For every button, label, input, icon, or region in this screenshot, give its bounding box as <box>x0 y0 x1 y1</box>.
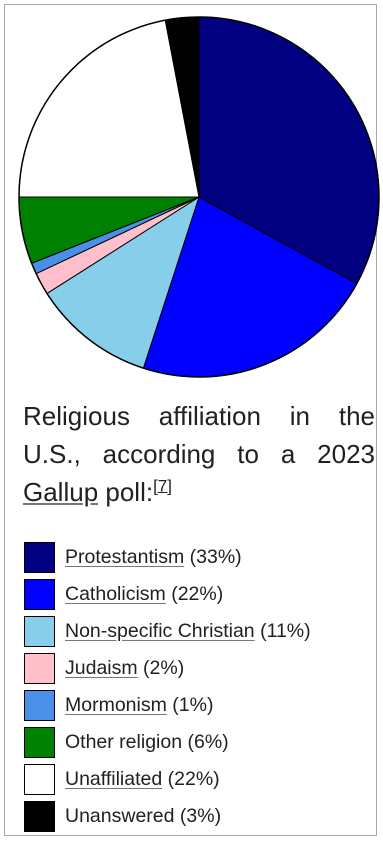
legend-text: Mormonism (1%) <box>65 694 213 717</box>
legend-item: Unaffiliated (22%) <box>24 761 380 798</box>
legend-percent: (1%) <box>166 694 214 716</box>
legend-label[interactable]: Unaffiliated <box>65 768 163 790</box>
legend-item: Mormonism (1%) <box>24 687 380 724</box>
legend-swatch <box>24 579 55 610</box>
gallup-link[interactable]: Gallup <box>23 477 99 507</box>
reference-link[interactable]: [7] <box>153 476 172 496</box>
legend-percent: (6%) <box>182 731 229 753</box>
legend-label: Other religion <box>65 731 183 753</box>
legend-item: Catholicism (22%) <box>24 576 380 613</box>
legend-text: Judaism (2%) <box>65 657 184 680</box>
legend-swatch <box>24 690 55 721</box>
legend-label[interactable]: Non-specific Christian <box>65 620 255 642</box>
chart-frame: Religious affiliation in the U.S., accor… <box>4 4 380 836</box>
legend-swatch <box>24 801 55 832</box>
legend-item: Other religion (6%) <box>24 724 380 761</box>
legend-swatch <box>24 653 55 684</box>
pie-outline <box>18 16 380 378</box>
legend-percent: (11%) <box>254 620 311 642</box>
legend-label[interactable]: Judaism <box>65 657 138 679</box>
pie-chart <box>18 16 380 378</box>
legend-percent: (2%) <box>137 657 185 679</box>
legend-label[interactable]: Mormonism <box>65 694 167 716</box>
legend-item: Non-specific Christian (11%) <box>24 613 380 650</box>
legend-item: Unanswered (3%) <box>24 798 380 835</box>
legend-text: Protestantism (33%) <box>65 546 242 569</box>
legend: Protestantism (33%) Catholicism (22%) Non-… <box>24 539 380 835</box>
legend-percent: (22%) <box>165 583 224 605</box>
caption-text-prefix: Religious affiliation in the U.S., accor… <box>23 401 375 469</box>
legend-text: Non-specific Christian (11%) <box>65 620 311 643</box>
legend-label: Unanswered <box>65 805 175 827</box>
legend-swatch <box>24 542 55 573</box>
caption-text-suffix: poll: <box>98 477 154 507</box>
legend-swatch <box>24 764 55 795</box>
legend-percent: (3%) <box>174 805 222 827</box>
chart-caption: Religious affiliation in the U.S., accor… <box>23 397 375 511</box>
legend-item: Judaism (2%) <box>24 650 380 687</box>
legend-percent: (33%) <box>184 546 242 568</box>
legend-text: Catholicism (22%) <box>65 583 223 606</box>
legend-label[interactable]: Protestantism <box>65 546 185 568</box>
legend-percent: (22%) <box>162 768 220 790</box>
legend-text: Unanswered (3%) <box>65 805 221 828</box>
legend-text: Other religion (6%) <box>65 731 229 754</box>
legend-text: Unaffiliated (22%) <box>65 768 220 791</box>
legend-label[interactable]: Catholicism <box>65 583 166 605</box>
legend-item: Protestantism (33%) <box>24 539 380 576</box>
legend-swatch <box>24 727 55 758</box>
legend-swatch <box>24 616 55 647</box>
